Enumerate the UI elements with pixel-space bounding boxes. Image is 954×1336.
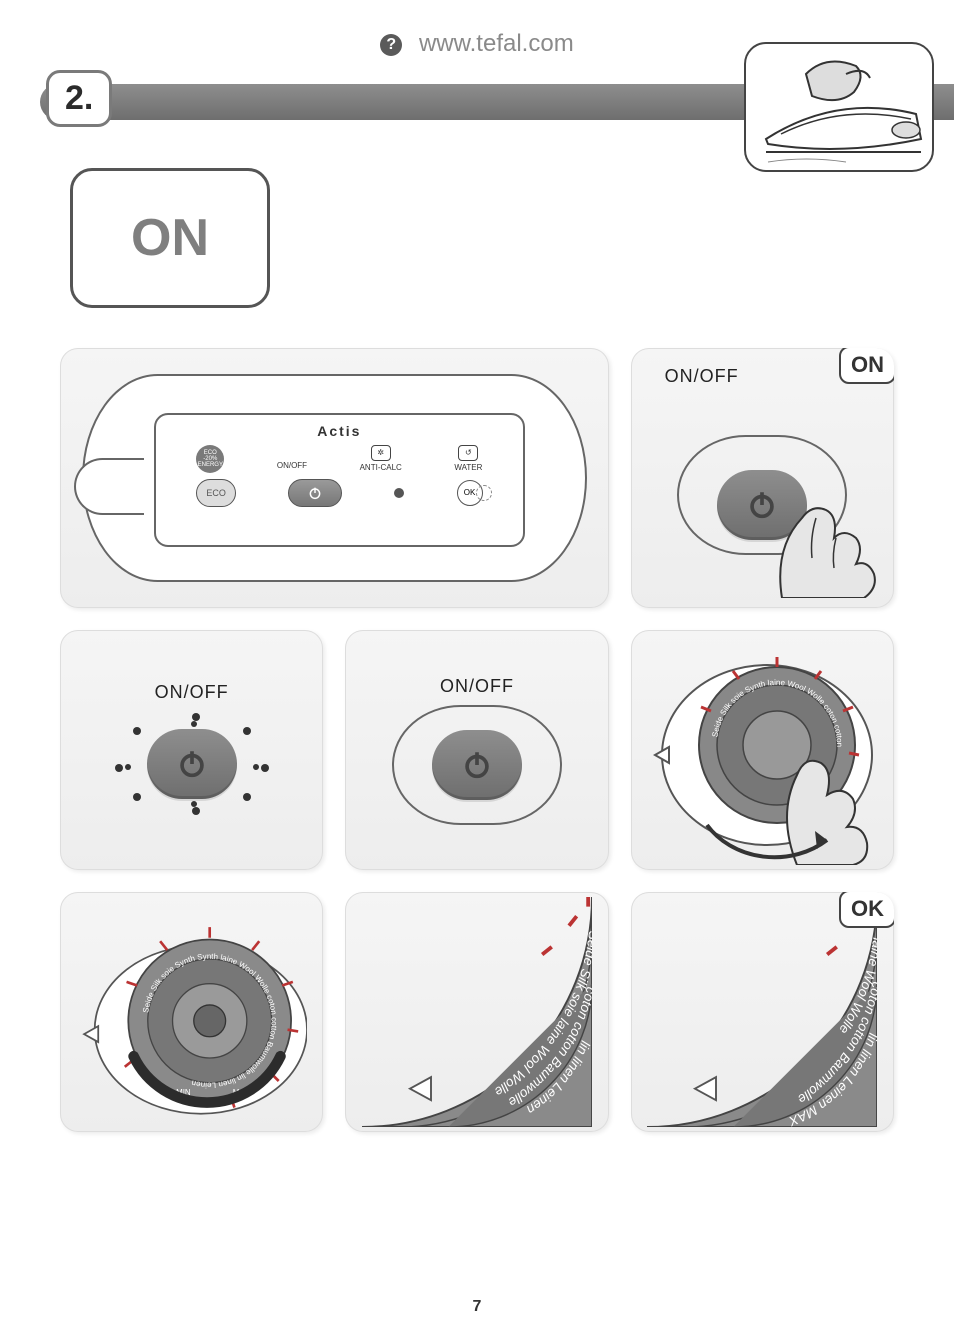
ok-tag: OK — [839, 892, 894, 928]
dial-ok: laine Wool Wolle coton cotton Baumwolle … — [647, 897, 877, 1127]
button-housing — [392, 705, 562, 825]
dial-full-panel: Seide Silk soie Synth Synth laine Wool W… — [60, 892, 323, 1132]
on-card: ON — [70, 168, 270, 308]
onoff-icon-label: ON/OFF — [277, 445, 307, 473]
anticalc-icon-label: ✲ANTI-CALC — [360, 445, 402, 473]
finger-illustration — [752, 468, 882, 598]
help-icon: ? — [380, 34, 402, 56]
power-steady-panel: ON/OFF — [345, 630, 608, 870]
turn-dial-panel: Seide Silk soie Synth laine Wool Wolle c… — [631, 630, 894, 870]
eco-badge: ECO -20% ENERGY — [196, 445, 224, 473]
eco-button[interactable]: ECO — [196, 479, 236, 507]
blink-illustration — [107, 709, 277, 819]
dial-zoom: Seide Silk soie laine Wool Wolle coton c… — [362, 897, 592, 1127]
device-control-area: Actis ECO -20% ENERGY ON/OFF ✲ANTI-CALC … — [154, 413, 525, 548]
indicator-dot — [394, 488, 404, 498]
onoff-label: ON/OFF — [392, 676, 562, 697]
dial-ok-panel: OK laine Wool Wolle coton cotton Baumwol… — [631, 892, 894, 1132]
device-icon-row: ECO -20% ENERGY ON/OFF ✲ANTI-CALC ↺WATER — [170, 445, 509, 473]
device-panel: Actis ECO -20% ENERGY ON/OFF ✲ANTI-CALC … — [60, 348, 609, 608]
dial-zoom-panel: Seide Silk soie laine Wool Wolle coton c… — [345, 892, 608, 1132]
page-number: 7 — [0, 1298, 954, 1316]
power-button[interactable] — [288, 479, 342, 507]
ok-button[interactable]: OK — [457, 480, 483, 506]
onoff-label: ON/OFF — [665, 366, 739, 387]
device-button-row: ECO OK — [170, 479, 509, 507]
onoff-label: ON/OFF — [107, 682, 277, 703]
water-icon-label: ↺WATER — [454, 445, 482, 473]
dial-with-hand: Seide Silk soie Synth laine Wool Wolle c… — [647, 635, 877, 865]
instruction-grid: Actis ECO -20% ENERGY ON/OFF ✲ANTI-CALC … — [40, 348, 914, 1132]
press-power-panel: ON ON/OFF — [631, 348, 894, 608]
manual-page: ? www.tefal.com 2. ON — [0, 0, 954, 1336]
power-button-large[interactable] — [147, 729, 237, 799]
device-body: Actis ECO -20% ENERGY ON/OFF ✲ANTI-CALC … — [82, 374, 587, 582]
on-tag: ON — [839, 348, 894, 384]
power-blink-panel: ON/OFF — [60, 630, 323, 870]
device-foot — [74, 458, 144, 515]
device-brand: Actis — [170, 423, 509, 439]
on-card-label: ON — [131, 208, 209, 268]
power-button-large[interactable] — [432, 730, 522, 800]
iron-rest-illustration — [744, 42, 934, 172]
dial-full: Seide Silk soie Synth Synth laine Wool W… — [77, 897, 307, 1127]
website-url: www.tefal.com — [419, 30, 574, 57]
step-number: 2. — [46, 70, 112, 127]
step-bar: 2. — [40, 70, 914, 138]
